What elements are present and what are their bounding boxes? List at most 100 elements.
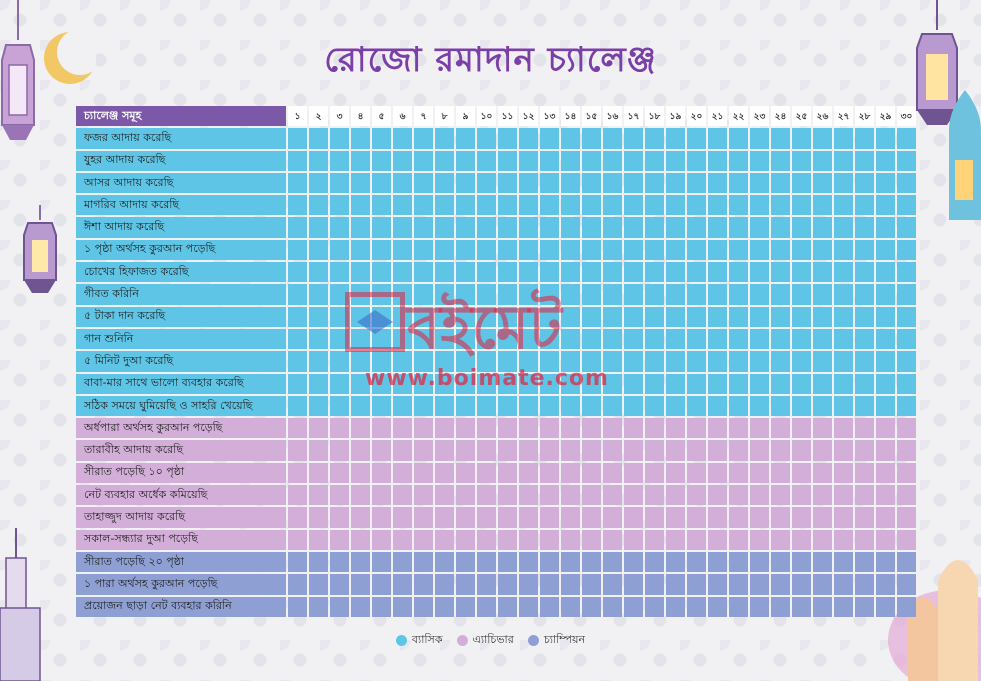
day-checkbox[interactable] [897, 462, 916, 484]
day-checkbox[interactable] [351, 128, 370, 149]
day-checkbox[interactable] [666, 306, 685, 327]
day-checkbox[interactable] [876, 440, 895, 461]
day-checkbox[interactable] [750, 485, 769, 506]
day-checkbox[interactable] [330, 306, 349, 327]
day-checkbox[interactable] [393, 596, 412, 617]
day-checkbox[interactable] [834, 195, 853, 216]
day-checkbox[interactable] [498, 172, 517, 194]
day-checkbox[interactable] [498, 507, 517, 528]
day-checkbox[interactable] [498, 551, 517, 573]
day-checkbox[interactable] [876, 150, 895, 171]
day-checkbox[interactable] [813, 195, 832, 216]
day-checkbox[interactable] [288, 172, 307, 194]
day-checkbox[interactable] [288, 262, 307, 283]
day-checkbox[interactable] [582, 284, 601, 305]
day-checkbox[interactable] [477, 485, 496, 506]
day-checkbox[interactable] [561, 284, 580, 305]
day-checkbox[interactable] [582, 418, 601, 439]
day-checkbox[interactable] [372, 373, 391, 394]
day-checkbox[interactable] [624, 262, 643, 283]
day-checkbox[interactable] [645, 328, 664, 350]
day-checkbox[interactable] [519, 551, 538, 573]
day-checkbox[interactable] [561, 262, 580, 283]
day-checkbox[interactable] [855, 395, 874, 417]
day-checkbox[interactable] [603, 328, 622, 350]
day-checkbox[interactable] [519, 328, 538, 350]
day-checkbox[interactable] [603, 306, 622, 327]
day-checkbox[interactable] [645, 551, 664, 573]
day-checkbox[interactable] [351, 239, 370, 261]
day-checkbox[interactable] [414, 507, 433, 528]
day-checkbox[interactable] [792, 529, 811, 550]
day-checkbox[interactable] [372, 485, 391, 506]
day-checkbox[interactable] [309, 395, 328, 417]
day-checkbox[interactable] [435, 239, 454, 261]
day-checkbox[interactable] [645, 596, 664, 617]
day-checkbox[interactable] [309, 574, 328, 595]
day-checkbox[interactable] [729, 551, 748, 573]
day-checkbox[interactable] [645, 351, 664, 372]
day-checkbox[interactable] [792, 195, 811, 216]
day-checkbox[interactable] [687, 284, 706, 305]
day-checkbox[interactable] [750, 195, 769, 216]
day-checkbox[interactable] [393, 574, 412, 595]
day-checkbox[interactable] [729, 262, 748, 283]
day-checkbox[interactable] [519, 507, 538, 528]
day-checkbox[interactable] [750, 284, 769, 305]
day-checkbox[interactable] [288, 328, 307, 350]
day-checkbox[interactable] [435, 217, 454, 238]
day-checkbox[interactable] [876, 574, 895, 595]
day-checkbox[interactable] [855, 507, 874, 528]
day-checkbox[interactable] [414, 217, 433, 238]
day-checkbox[interactable] [372, 172, 391, 194]
day-checkbox[interactable] [897, 507, 916, 528]
day-checkbox[interactable] [603, 262, 622, 283]
day-checkbox[interactable] [372, 351, 391, 372]
day-checkbox[interactable] [834, 172, 853, 194]
day-checkbox[interactable] [729, 306, 748, 327]
day-checkbox[interactable] [351, 418, 370, 439]
day-checkbox[interactable] [435, 574, 454, 595]
day-checkbox[interactable] [456, 128, 475, 149]
day-checkbox[interactable] [708, 574, 727, 595]
day-checkbox[interactable] [897, 574, 916, 595]
day-checkbox[interactable] [498, 596, 517, 617]
day-checkbox[interactable] [288, 485, 307, 506]
day-checkbox[interactable] [624, 485, 643, 506]
day-checkbox[interactable] [855, 485, 874, 506]
day-checkbox[interactable] [792, 551, 811, 573]
day-checkbox[interactable] [519, 373, 538, 394]
day-checkbox[interactable] [666, 284, 685, 305]
day-checkbox[interactable] [414, 596, 433, 617]
day-checkbox[interactable] [624, 462, 643, 484]
day-checkbox[interactable] [351, 328, 370, 350]
day-checkbox[interactable] [792, 172, 811, 194]
day-checkbox[interactable] [729, 172, 748, 194]
day-checkbox[interactable] [498, 328, 517, 350]
day-checkbox[interactable] [519, 418, 538, 439]
day-checkbox[interactable] [393, 395, 412, 417]
day-checkbox[interactable] [330, 529, 349, 550]
day-checkbox[interactable] [729, 529, 748, 550]
day-checkbox[interactable] [603, 217, 622, 238]
day-checkbox[interactable] [582, 262, 601, 283]
day-checkbox[interactable] [666, 262, 685, 283]
day-checkbox[interactable] [876, 529, 895, 550]
day-checkbox[interactable] [603, 418, 622, 439]
day-checkbox[interactable] [813, 262, 832, 283]
day-checkbox[interactable] [351, 373, 370, 394]
day-checkbox[interactable] [372, 551, 391, 573]
day-checkbox[interactable] [771, 596, 790, 617]
day-checkbox[interactable] [288, 529, 307, 550]
day-checkbox[interactable] [834, 306, 853, 327]
day-checkbox[interactable] [435, 328, 454, 350]
day-checkbox[interactable] [309, 217, 328, 238]
day-checkbox[interactable] [666, 462, 685, 484]
day-checkbox[interactable] [540, 306, 559, 327]
day-checkbox[interactable] [813, 239, 832, 261]
day-checkbox[interactable] [729, 485, 748, 506]
day-checkbox[interactable] [855, 217, 874, 238]
day-checkbox[interactable] [477, 395, 496, 417]
day-checkbox[interactable] [372, 507, 391, 528]
day-checkbox[interactable] [834, 440, 853, 461]
